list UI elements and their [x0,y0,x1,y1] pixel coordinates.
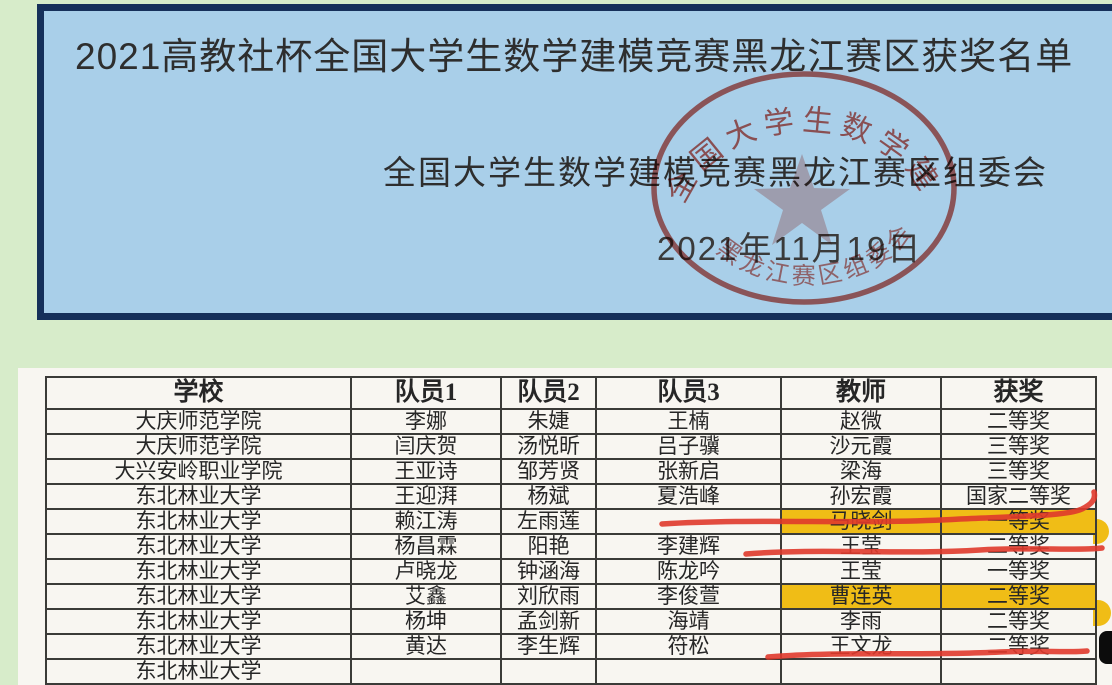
cell-member3: 王楠 [595,408,782,435]
table-header: 学校 队员1 队员2 队员3 教师 获奖 [45,376,1097,410]
cell-award: 一等奖 [940,558,1097,585]
table-row: 东北林业大学 黄达 李生辉 符松 王文龙 二等奖 [45,633,1097,660]
column-header: 学校 [45,376,352,410]
cell-school: 大庆师范学院 [45,433,352,460]
cell-award: 二等奖 [940,408,1097,435]
table-row: 东北林业大学 艾鑫 刘欣雨 李俊萱 曹连英 二等奖 [45,583,1097,610]
cell-school: 东北林业大学 [45,508,352,535]
column-header: 教师 [780,376,942,410]
cell-school: 东北林业大学 [45,658,352,685]
cell-member1: 王亚诗 [350,458,502,485]
cell-member2: 孟剑新 [500,608,597,635]
table-row: 东北林业大学 王迎湃 杨斌 夏浩峰 孙宏霞 国家二等奖 [45,483,1097,510]
cell-award: 一等奖 [940,508,1097,535]
organization-name: 全国大学生数学建模竞赛黑龙江赛区组委会 [383,154,1048,191]
cell-member1: 赖江涛 [350,508,502,535]
cell-school: 大兴安岭职业学院 [45,458,352,485]
cell-teacher: 曹连英 [780,583,942,610]
cell-member3 [595,658,782,685]
cell-teacher: 沙元霞 [780,433,942,460]
cell-member3: 李建辉 [595,533,782,560]
cell-member2: 李生辉 [500,633,597,660]
cell-member2: 汤悦昕 [500,433,597,460]
cell-member3: 李俊萱 [595,583,782,610]
cell-member1: 王迎湃 [350,483,502,510]
table-row: 东北林业大学 [45,658,1097,685]
cell-award: 二等奖 [940,583,1097,610]
cell-award [940,658,1097,685]
cell-member2 [500,658,597,685]
cell-member3: 海靖 [595,608,782,635]
cell-award: 二等奖 [940,633,1097,660]
cell-school: 东北林业大学 [45,558,352,585]
table-row: 大兴安岭职业学院 王亚诗 邹芳贤 张新启 梁海 三等奖 [45,458,1097,485]
cell-teacher: 梁海 [780,458,942,485]
cell-teacher: 马晓剑 [780,508,942,535]
document-date: 2021年11月19日 [657,230,923,267]
cell-member1: 闫庆贺 [350,433,502,460]
column-header: 队员2 [500,376,597,410]
cell-member3: 符松 [595,633,782,660]
cell-school: 东北林业大学 [45,533,352,560]
table-row: 东北林业大学 杨昌霖 阳艳 李建辉 王莹 二等奖 [45,533,1097,560]
cell-member2: 朱婕 [500,408,597,435]
cell-teacher: 王文龙 [780,633,942,660]
cell-teacher: 孙宏霞 [780,483,942,510]
cell-teacher: 李雨 [780,608,942,635]
cell-school: 东北林业大学 [45,583,352,610]
table-row: 东北林业大学 杨坤 孟剑新 海靖 李雨 二等奖 [45,608,1097,635]
column-header: 获奖 [940,376,1097,410]
cell-member1: 李娜 [350,408,502,435]
cell-member2: 杨斌 [500,483,597,510]
cell-member3 [595,508,782,535]
cell-member3: 陈龙吟 [595,558,782,585]
highlight-marker-cap [1093,600,1111,626]
cell-award: 二等奖 [940,533,1097,560]
cell-member3: 夏浩峰 [595,483,782,510]
cell-member1: 卢晓龙 [350,558,502,585]
table-row: 大庆师范学院 闫庆贺 汤悦昕 吕子骥 沙元霞 三等奖 [45,433,1097,460]
cell-member1: 杨坤 [350,608,502,635]
table-body: 大庆师范学院 李娜 朱婕 王楠 赵微 二等奖 大庆师范学院 闫庆贺 汤悦昕 吕子骥 沙元霞 三等奖 大兴… [45,408,1097,685]
black-edge-tab [1099,631,1112,664]
table-header-row: 学校 队员1 队员2 队员3 教师 获奖 [45,376,1097,410]
cell-member1: 杨昌霖 [350,533,502,560]
cell-member3: 张新启 [595,458,782,485]
cell-teacher: 王莹 [780,533,942,560]
cell-member2: 阳艳 [500,533,597,560]
cell-teacher: 赵微 [780,408,942,435]
cell-member2: 刘欣雨 [500,583,597,610]
cell-school: 东北林业大学 [45,633,352,660]
cell-member1 [350,658,502,685]
cell-award: 二等奖 [940,608,1097,635]
cell-teacher: 王莹 [780,558,942,585]
cell-school: 东北林业大学 [45,608,352,635]
cell-school: 大庆师范学院 [45,408,352,435]
cell-member1: 黄达 [350,633,502,660]
cell-member2: 钟涵海 [500,558,597,585]
table-row: 东北林业大学 赖江涛 左雨莲 马晓剑 一等奖 [45,508,1097,535]
cell-member1: 艾鑫 [350,583,502,610]
award-table: 学校 队员1 队员2 队员3 教师 获奖 大庆师范学院 李娜 朱婕 王楠 赵微 二等奖 大庆师范学院闫… [45,376,1097,685]
cell-school: 东北林业大学 [45,483,352,510]
cell-teacher [780,658,942,685]
cell-award: 三等奖 [940,433,1097,460]
cell-award: 三等奖 [940,458,1097,485]
table-row: 大庆师范学院 李娜 朱婕 王楠 赵微 二等奖 [45,408,1097,435]
cell-member2: 左雨莲 [500,508,597,535]
column-header: 队员3 [595,376,782,410]
cell-award: 国家二等奖 [940,483,1097,510]
table-row: 东北林业大学 卢晓龙 钟涵海 陈龙吟 王莹 一等奖 [45,558,1097,585]
cell-member3: 吕子骥 [595,433,782,460]
cell-member2: 邹芳贤 [500,458,597,485]
document-title: 2021高教社杯全国大学生数学建模竞赛黑龙江赛区获奖名单 [75,36,1074,77]
column-header: 队员1 [350,376,502,410]
